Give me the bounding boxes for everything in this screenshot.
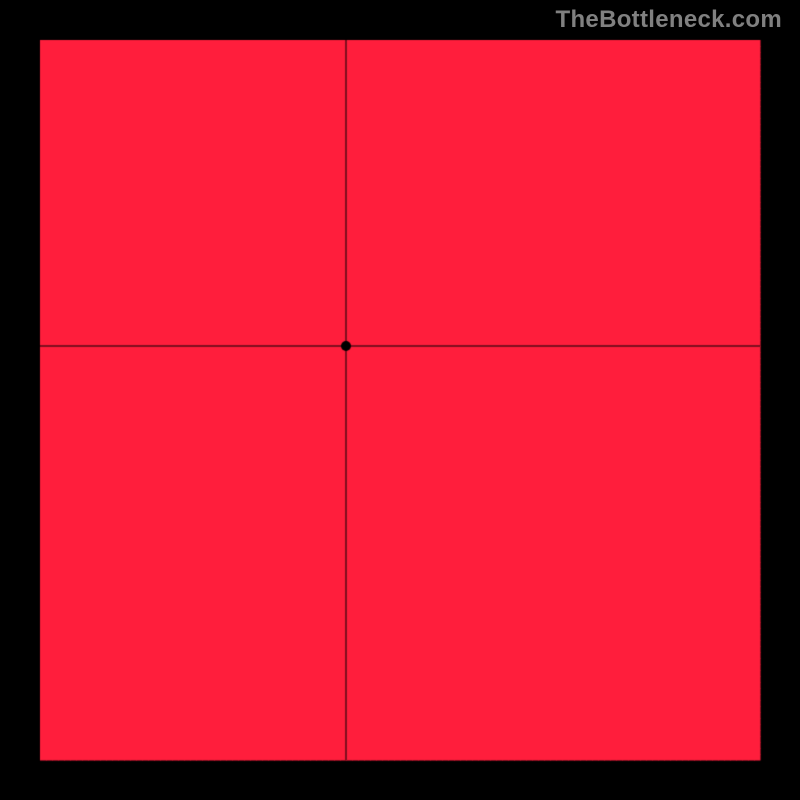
bottleneck-heatmap bbox=[0, 0, 800, 800]
watermark-text: TheBottleneck.com bbox=[556, 6, 782, 34]
